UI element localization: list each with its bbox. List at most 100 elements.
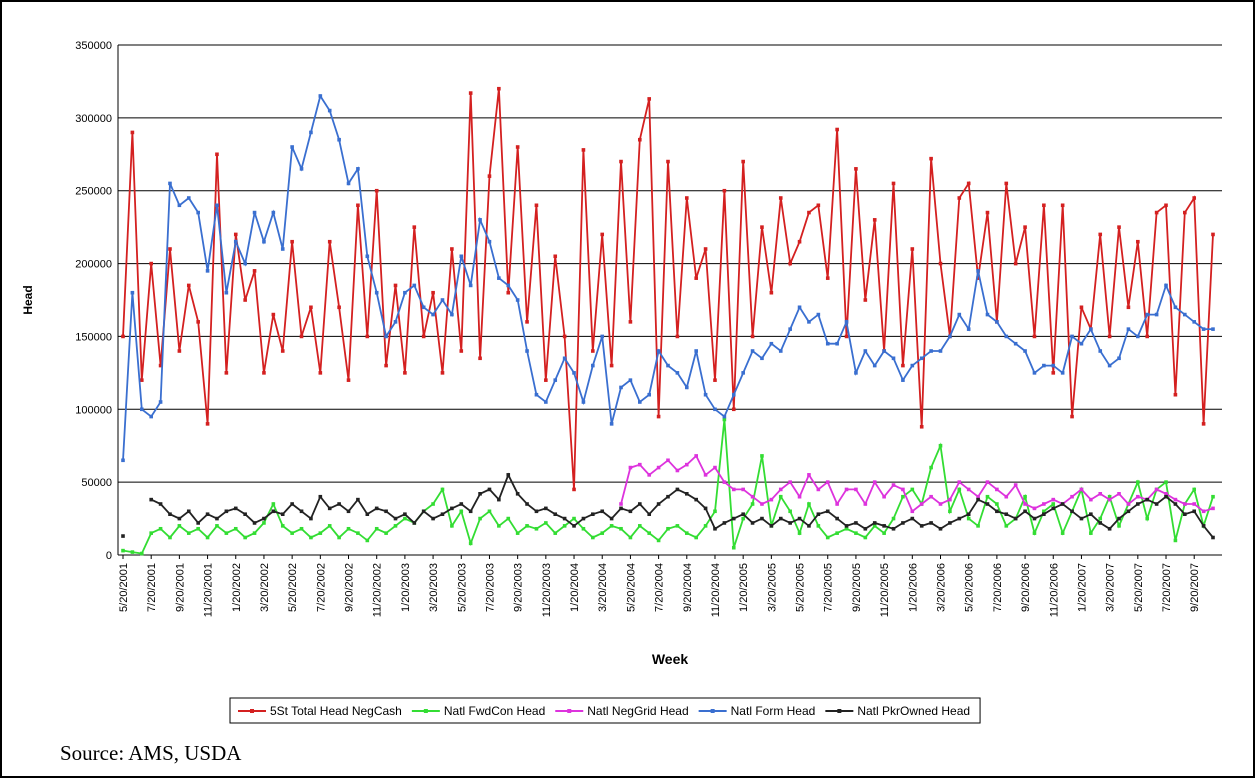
data-point — [233, 239, 238, 244]
data-point — [703, 506, 708, 511]
data-point — [327, 524, 332, 528]
data-point — [139, 407, 144, 412]
data-point — [374, 188, 379, 193]
data-point — [985, 480, 990, 484]
data-point — [139, 551, 144, 556]
x-tick-label: 1/20/2002 — [231, 563, 243, 612]
data-point — [760, 502, 764, 506]
data-point — [243, 298, 247, 302]
x-tick-label: 1/20/2006 — [907, 563, 919, 612]
data-point — [901, 494, 905, 499]
data-point — [1023, 494, 1027, 499]
x-tick-label: 11/20/2005 — [879, 563, 891, 617]
data-point — [149, 261, 153, 266]
data-point — [525, 502, 529, 506]
data-point — [938, 443, 943, 448]
data-point — [1145, 334, 1150, 339]
x-tick-label: 5/20/2005 — [795, 563, 807, 612]
data-point — [318, 371, 323, 375]
data-point — [1136, 480, 1140, 484]
data-point — [910, 509, 915, 514]
data-point — [919, 502, 924, 506]
data-point — [976, 524, 980, 528]
x-tick-label: 9/20/2003 — [513, 563, 525, 612]
data-point — [938, 502, 943, 506]
data-point — [995, 487, 999, 492]
data-point — [760, 454, 764, 458]
data-point — [1164, 492, 1168, 496]
data-point — [854, 531, 858, 535]
data-point — [271, 210, 276, 215]
data-point — [149, 497, 153, 502]
data-point — [600, 232, 605, 237]
data-point — [572, 371, 576, 375]
data-point — [816, 524, 821, 528]
data-point — [224, 290, 229, 295]
data-point — [684, 196, 689, 200]
data-point — [750, 349, 755, 353]
x-tick-label: 11/20/2004 — [710, 563, 722, 617]
data-point — [1042, 509, 1046, 514]
data-point — [1051, 506, 1056, 511]
data-point — [450, 524, 454, 528]
data-point — [656, 465, 661, 470]
data-point — [440, 298, 445, 302]
data-point — [1136, 494, 1140, 499]
data-point — [487, 487, 492, 492]
data-point — [825, 276, 830, 280]
data-point — [384, 363, 388, 368]
data-point — [995, 502, 999, 506]
data-point — [1098, 232, 1103, 237]
data-point — [487, 509, 492, 514]
legend-marker — [423, 709, 428, 713]
data-point — [1201, 422, 1206, 426]
series — [121, 93, 1215, 463]
data-point — [1136, 239, 1140, 244]
x-tick-label: 1/20/2003 — [400, 563, 412, 612]
data-point — [825, 535, 830, 540]
data-point — [1023, 502, 1027, 506]
data-point — [421, 305, 426, 310]
data-point — [694, 497, 698, 502]
data-point — [731, 516, 736, 521]
data-point — [609, 363, 614, 368]
data-point — [299, 509, 304, 514]
data-point — [553, 512, 558, 516]
data-point — [957, 487, 962, 492]
data-point — [938, 349, 943, 353]
data-point — [478, 492, 482, 496]
data-point — [581, 148, 586, 152]
data-point — [797, 305, 802, 310]
data-point — [374, 290, 379, 295]
data-point — [1032, 371, 1037, 375]
data-point — [694, 349, 698, 353]
data-point — [327, 506, 332, 511]
data-point — [591, 363, 595, 368]
data-point — [1098, 349, 1103, 353]
data-point — [713, 509, 717, 514]
data-point — [1211, 232, 1215, 237]
data-point — [1136, 502, 1140, 506]
x-tick-label: 7/20/2004 — [654, 563, 666, 612]
data-point — [1089, 497, 1093, 502]
data-point — [844, 334, 849, 339]
data-point — [741, 371, 745, 375]
x-tick-label: 1/20/2005 — [738, 563, 750, 612]
x-tick-label: 5/20/2001 — [118, 563, 130, 612]
data-point — [797, 494, 802, 499]
data-point — [468, 509, 473, 514]
data-point — [891, 181, 896, 186]
data-point — [280, 512, 285, 516]
data-point — [431, 516, 435, 521]
data-point — [562, 524, 567, 528]
x-tick-label: 9/20/2004 — [682, 563, 694, 612]
data-point — [985, 312, 990, 317]
data-point — [1051, 371, 1056, 375]
data-point — [177, 349, 182, 353]
data-point — [149, 414, 153, 419]
data-point — [1079, 305, 1084, 310]
data-point — [290, 145, 294, 149]
data-point — [196, 210, 200, 215]
data-point — [299, 334, 304, 339]
data-point — [121, 534, 125, 538]
